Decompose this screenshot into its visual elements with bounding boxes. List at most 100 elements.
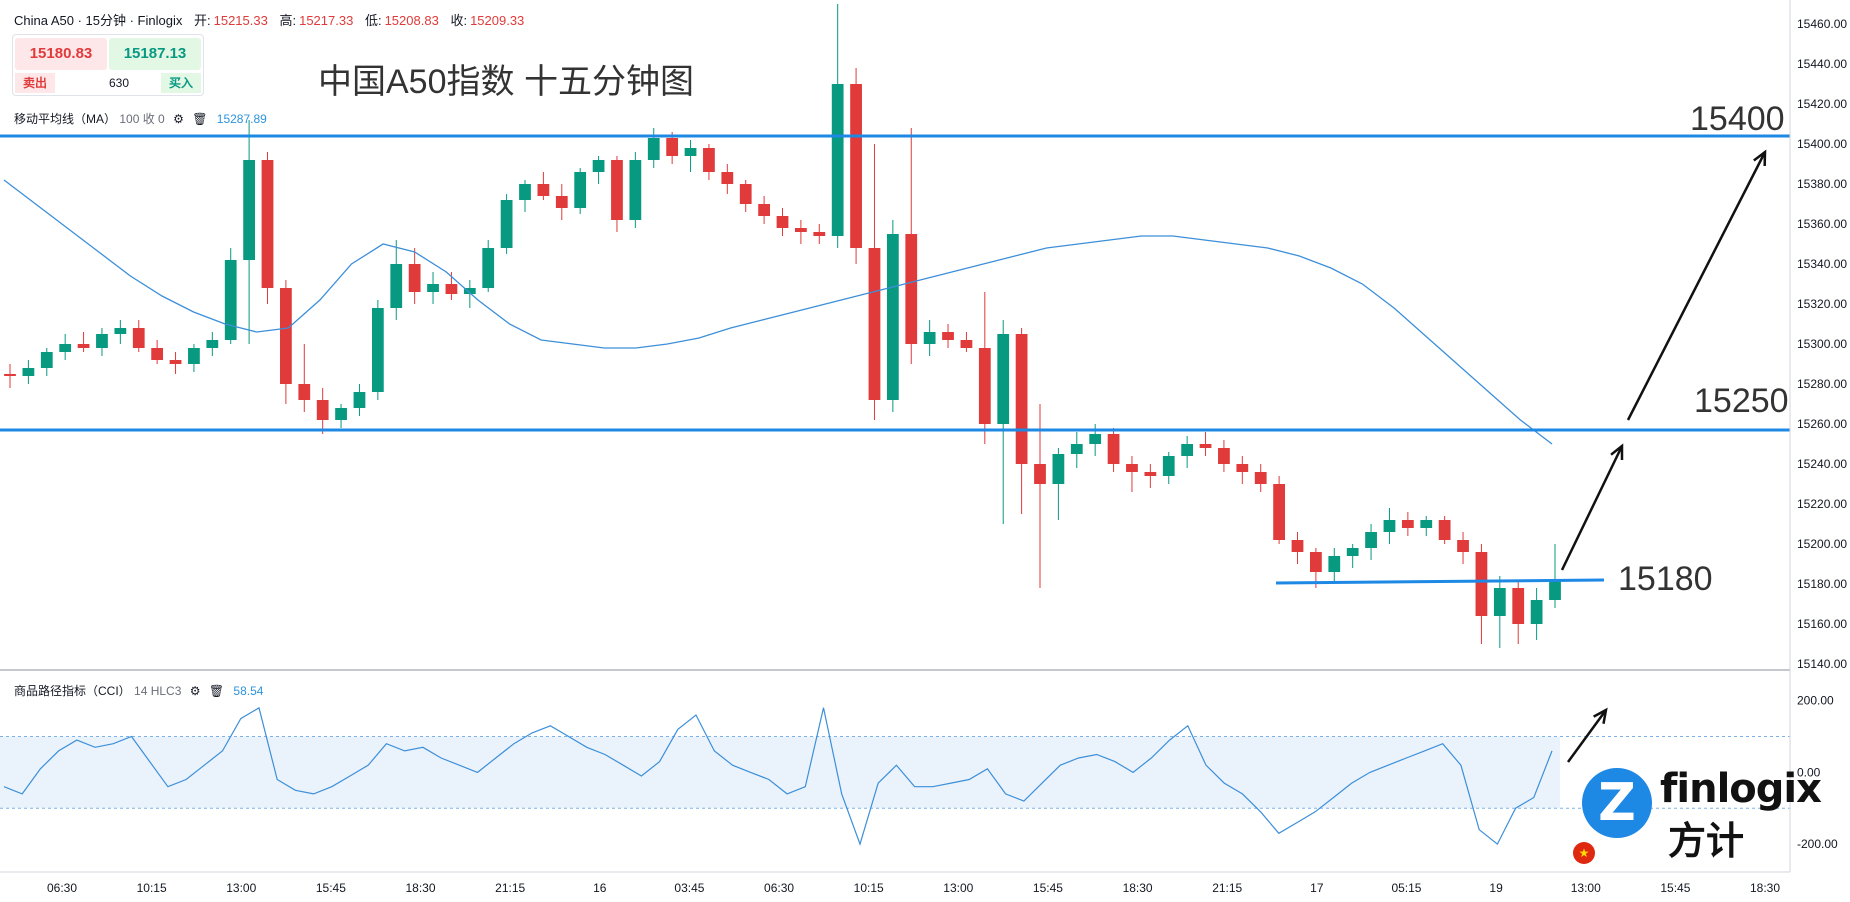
candle-body — [132, 328, 145, 348]
trash-icon[interactable]: 🗑 — [208, 684, 225, 698]
cci-tick-label: 0.00 — [1797, 765, 1821, 779]
time-tick-label: 16 — [593, 881, 607, 895]
symbol-title: China A50 · 15分钟 · Finlogix — [14, 13, 183, 28]
gear-icon[interactable]: ⚙ — [189, 684, 201, 698]
cci-tick-label: -200.00 — [1797, 837, 1838, 851]
candle-body — [1162, 456, 1175, 476]
candle-body — [206, 340, 219, 348]
candle-body — [813, 232, 826, 236]
ma-line — [3, 179, 1553, 445]
finlogix-logo: Z finlogix 方计 — [1582, 766, 1850, 866]
price-tick-label: 15320.00 — [1797, 297, 1847, 311]
candle-body — [592, 160, 605, 172]
cci-arrow-head — [1593, 707, 1608, 724]
projection-arrow-short-head — [1610, 443, 1624, 461]
price-tick-label: 15420.00 — [1797, 97, 1847, 111]
candle-body — [114, 328, 127, 334]
candle-body — [1052, 454, 1065, 484]
candle-body — [942, 332, 954, 340]
candle-body — [1493, 588, 1506, 616]
candle-body — [555, 196, 568, 208]
candle-body — [1144, 472, 1157, 476]
cn-flag-icon: ★ — [1573, 842, 1595, 864]
candle-body — [886, 234, 899, 400]
logo-text-en: finlogix — [1660, 766, 1822, 812]
cci-label: 商品路径指标（CCI） — [14, 684, 131, 698]
candle-body — [537, 184, 550, 196]
candle-body — [1401, 520, 1414, 528]
candle-body — [224, 260, 237, 340]
sell-price-button[interactable]: 15180.83 — [15, 38, 107, 70]
cci-value: 58.54 — [233, 684, 264, 698]
candle-body — [647, 138, 660, 160]
chart-title: 中国A50指数 十五分钟图 — [318, 63, 694, 101]
price-tick-label: 15200.00 — [1797, 537, 1847, 551]
candle-body — [1365, 532, 1377, 548]
candle-body — [500, 200, 513, 248]
buy-button[interactable]: 买入 — [161, 73, 201, 93]
candle-body — [684, 148, 697, 156]
gear-icon[interactable]: ⚙ — [173, 112, 184, 126]
close-value: 15209.33 — [470, 13, 525, 28]
candle-body — [22, 368, 35, 376]
projection-arrow-long — [1626, 151, 1767, 421]
ma-label: 移动平均线（MA） — [14, 112, 117, 126]
level-label-15250: 15250 — [1694, 382, 1789, 420]
time-tick-label: 10:15 — [137, 881, 167, 895]
candle-body — [316, 400, 329, 420]
candle-body — [1457, 540, 1469, 552]
candle-body — [629, 160, 642, 220]
projection-arrow-short — [1560, 445, 1624, 571]
trade-panel: 15180.83 15187.13 卖出 630 买入 — [12, 34, 204, 96]
candle-body — [1181, 444, 1194, 456]
price-tick-label: 15360.00 — [1797, 217, 1847, 231]
time-tick-label: 15:45 — [1660, 881, 1690, 895]
candle-body — [923, 332, 936, 344]
low-label: 低: — [364, 13, 382, 28]
candle-body — [427, 284, 439, 292]
candle-body — [40, 352, 53, 368]
candle-body — [574, 172, 587, 208]
candle-body — [4, 374, 16, 376]
candle-body — [831, 84, 844, 236]
low-value: 15208.83 — [384, 13, 439, 28]
candle-body — [1273, 484, 1285, 540]
candle-body — [261, 160, 274, 288]
candle-body — [463, 288, 476, 294]
candle-body — [850, 84, 862, 248]
price-tick-label: 15300.00 — [1797, 337, 1847, 351]
candle-body — [1089, 434, 1102, 444]
time-tick-label: 18:30 — [406, 881, 436, 895]
time-tick-label: 18:30 — [1123, 881, 1153, 895]
cci-band — [0, 736, 1560, 809]
candle-body — [1475, 552, 1488, 616]
candle-body — [758, 204, 770, 216]
sell-button[interactable]: 卖出 — [15, 73, 55, 93]
candle-body — [721, 172, 734, 184]
price-tick-label: 15140.00 — [1797, 657, 1847, 671]
candle-body — [1420, 520, 1433, 528]
price-tick-label: 15380.00 — [1797, 177, 1847, 191]
candle-body — [666, 138, 679, 156]
candle-body — [795, 228, 807, 232]
cci-line — [3, 706, 1553, 847]
price-tick-label: 15260.00 — [1797, 417, 1847, 431]
time-tick-label: 21:15 — [495, 881, 525, 895]
candle-body — [408, 264, 421, 292]
buy-price-button[interactable]: 15187.13 — [109, 38, 201, 70]
candle-body — [280, 288, 292, 384]
candle-body — [96, 334, 108, 348]
trash-icon[interactable]: 🗑 — [192, 112, 208, 126]
time-tick-label: 10:15 — [854, 881, 884, 895]
logo-text-cn: 方计 — [1668, 821, 1745, 863]
candle-body — [243, 160, 255, 260]
candle-body — [169, 360, 182, 364]
time-tick-label: 03:45 — [674, 881, 704, 895]
candle-body — [1310, 552, 1322, 572]
candle-body — [1107, 434, 1120, 464]
time-tick-label: 06:30 — [764, 881, 794, 895]
candle-body — [1236, 464, 1249, 472]
candle-body — [776, 216, 789, 228]
candle-body — [978, 348, 991, 424]
